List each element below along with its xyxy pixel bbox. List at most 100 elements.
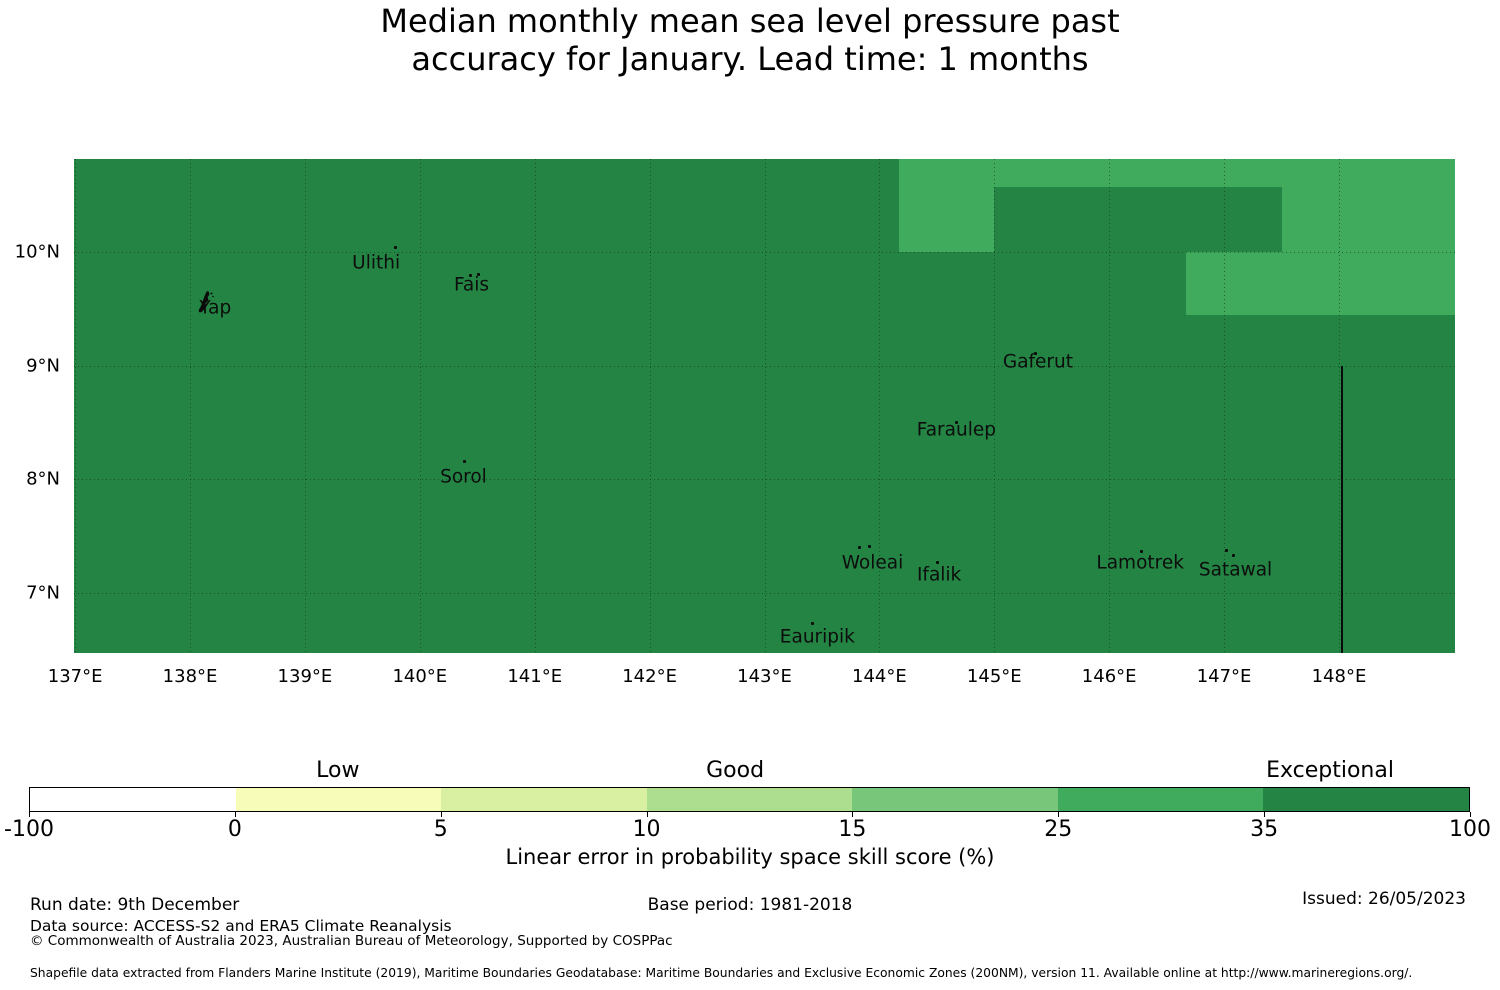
colorbar-tick-label: 5: [433, 817, 448, 842]
skill-cell-25-35: [1281, 159, 1455, 253]
island-label-lamotrek: Lamotrek: [1096, 552, 1184, 574]
colorbar-category-good: Good: [706, 758, 765, 783]
colorbar-category-exceptional: Exceptional: [1266, 758, 1394, 783]
island-label-faraulep: Faraulep: [916, 419, 996, 441]
gridline-meridian: [994, 159, 996, 653]
colorbar-segment--100-0: [30, 788, 236, 811]
y-tick-label: 10°N: [14, 241, 60, 263]
colorbar-tick-label: 100: [1449, 817, 1491, 842]
colorbar-segment-5-10: [441, 788, 647, 811]
colorbar-category-low: Low: [316, 758, 360, 783]
island-dot-woleai: [867, 544, 871, 548]
gridline-parallel: [74, 252, 1455, 254]
gridline-parallel: [74, 592, 1455, 594]
colorbar-tick-label: 0: [227, 817, 242, 842]
gridline-meridian: [75, 159, 77, 653]
island-dot-ifalik: [936, 560, 940, 564]
eez-boundary-line: [1341, 365, 1344, 653]
chart-title-line1: Median monthly mean sea level pressure p…: [380, 2, 1120, 40]
x-tick-label: 143°E: [737, 666, 792, 687]
island-dot-lamotrek: [1139, 550, 1143, 554]
island-label-gaferut: Gaferut: [1002, 351, 1074, 373]
colorbar-segment-35-100: [1263, 788, 1469, 811]
colorbar-tick: [234, 812, 236, 817]
gridline-meridian: [1109, 159, 1111, 653]
island-label-satawal: Satawal: [1198, 559, 1273, 581]
gridline-meridian: [1224, 159, 1226, 653]
x-tick-label: 139°E: [277, 666, 333, 687]
skill-cell-25-35: [898, 159, 995, 253]
colorbar-tick-label: 25: [1044, 817, 1073, 842]
yap-island-shape: [197, 290, 215, 318]
chart-title: Median monthly mean sea level pressure p…: [0, 2, 1500, 78]
gridline-meridian: [1338, 159, 1340, 653]
data-source-text: Data source: ACCESS-S2 and ERA5 Climate …: [30, 917, 452, 935]
island-dot-eauripik: [811, 621, 815, 625]
gridline-meridian: [304, 159, 306, 653]
run-date-text: Run date: 9th December: [30, 895, 240, 915]
x-tick-label: 141°E: [507, 666, 563, 687]
island-label-woleai: Woleai: [841, 552, 904, 574]
island-dot-satawal: [1231, 553, 1235, 557]
colorbar-tick: [1058, 812, 1060, 817]
colorbar-segment-10-15: [646, 788, 853, 811]
x-tick-label: 146°E: [1081, 666, 1137, 687]
gridline-meridian: [190, 159, 192, 653]
island-label-fais: Fais: [453, 274, 490, 296]
gridline-meridian: [534, 159, 536, 653]
island-dot-satawal: [1224, 549, 1228, 553]
colorbar-tick: [1264, 812, 1266, 817]
gridline-meridian: [764, 159, 766, 653]
gridline-meridian: [649, 159, 651, 653]
colorbar-tick: [852, 812, 854, 817]
y-tick-label: 8°N: [26, 468, 60, 490]
island-label-yap: Yap: [199, 297, 232, 319]
colorbar-axis-label: Linear error in probability space skill …: [505, 845, 995, 869]
x-tick-label: 147°E: [1196, 666, 1252, 687]
gridline-meridian: [419, 159, 421, 653]
y-tick-label: 9°N: [26, 355, 60, 377]
island-dot-gaferut: [1034, 351, 1038, 355]
x-tick-label: 145°E: [966, 666, 1022, 687]
colorbar: [29, 787, 1470, 812]
island-dot-ulithi: [394, 246, 398, 250]
copyright-text: © Commonwealth of Australia 2023, Austra…: [30, 933, 673, 949]
colorbar-tick-label: -100: [4, 817, 54, 842]
island-dot-faraulep: [954, 420, 958, 424]
colorbar-tick-label: 35: [1250, 817, 1279, 842]
colorbar-segment-0-5: [235, 788, 442, 811]
colorbar-segment-25-35: [1057, 788, 1264, 811]
island-dot-woleai: [858, 545, 862, 549]
colorbar-tick: [440, 812, 442, 817]
colorbar-tick: [29, 812, 30, 817]
island-dot-sorol: [463, 459, 467, 463]
x-tick-label: 142°E: [622, 666, 677, 687]
skill-map: Yap Ulithi Fais Sorol Gaferut Faraulep Woleai I…: [74, 159, 1455, 653]
issued-date-text: Issued: 26/05/2023: [1302, 889, 1466, 909]
colorbar-tick: [646, 812, 648, 817]
island-label-eauripik: Eauripik: [779, 626, 855, 648]
gridline-parallel: [74, 479, 1455, 481]
gridline-parallel: [74, 365, 1455, 367]
colorbar-tick: [1470, 812, 1471, 817]
x-tick-label: 137°E: [47, 666, 103, 687]
colorbar-tick-label: 10: [632, 817, 661, 842]
island-dot-fais: [476, 273, 480, 277]
x-tick-label: 144°E: [852, 666, 907, 687]
island-label-sorol: Sorol: [440, 466, 487, 488]
y-tick-label: 7°N: [26, 582, 60, 604]
colorbar-tick-label: 15: [838, 817, 867, 842]
island-label-ulithi: Ulithi: [352, 252, 401, 274]
base-period-text: Base period: 1981-2018: [647, 895, 853, 915]
shapefile-attribution-text: Shapefile data extracted from Flanders M…: [30, 966, 1413, 980]
chart-title-line2: accuracy for January. Lead time: 1 month…: [411, 40, 1089, 78]
island-label-ifalik: Ifalik: [916, 564, 962, 586]
x-tick-label: 140°E: [392, 666, 448, 687]
skill-cell-25-35: [1186, 252, 1455, 316]
colorbar-segment-15-25: [852, 788, 1058, 811]
x-tick-label: 138°E: [162, 666, 218, 687]
x-tick-label: 148°E: [1311, 666, 1367, 687]
gridline-meridian: [879, 159, 881, 653]
island-dot-fais: [468, 274, 472, 278]
